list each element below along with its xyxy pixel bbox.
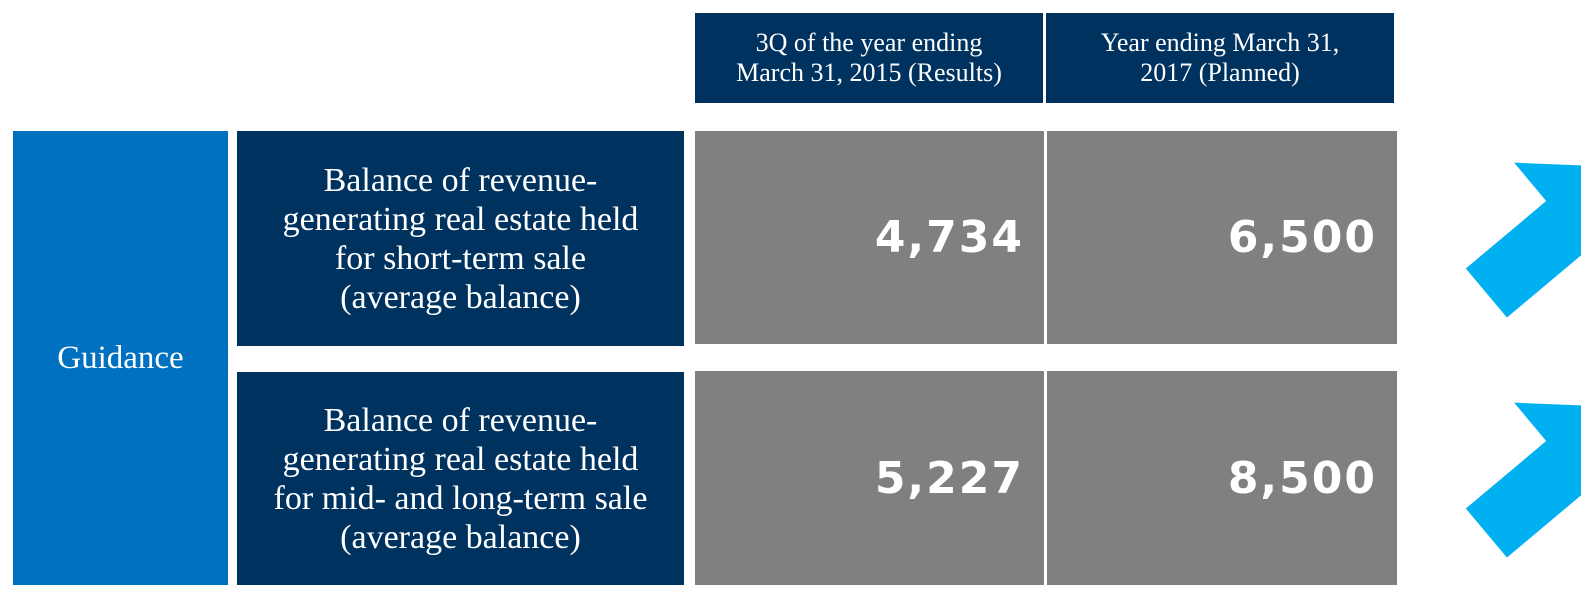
- row-label-line: Balance of revenue-: [323, 161, 598, 199]
- up-arrow: [1465, 402, 1581, 558]
- header-line: Year ending March 31,: [1100, 28, 1340, 57]
- row-label-cell: Balance of revenue-generating real estat…: [237, 372, 684, 585]
- column-header: 3Q of the year ending March 31, 2015 (Res…: [695, 13, 1043, 103]
- value: 6,500: [1227, 212, 1377, 263]
- row-label-line: for short-term sale: [334, 239, 587, 277]
- header-line: 3Q of the year ending: [755, 28, 983, 57]
- column-header: Year ending March 31, 2017 (Planned): [1046, 13, 1394, 103]
- header-line: 2017 (Planned): [1140, 58, 1300, 87]
- value: 4,734: [874, 212, 1024, 263]
- group-label: Guidance: [57, 339, 184, 376]
- value-cell: 8,500: [1047, 371, 1397, 585]
- row-label-line: (average balance): [340, 278, 581, 316]
- value: 8,500: [1227, 452, 1377, 504]
- header-line: March 31, 2015 (Results): [736, 58, 1002, 87]
- value-cell: 6,500: [1047, 131, 1397, 344]
- up-arrow: [1465, 162, 1581, 318]
- value-cell: 5,227: [695, 371, 1044, 585]
- arrow-shape: [1465, 162, 1581, 318]
- row-label-line: for mid- and long-term sale: [273, 479, 648, 517]
- row-label-line: Balance of revenue-: [323, 401, 598, 439]
- row-label-line: generating real estate held: [282, 200, 639, 238]
- group-label-cell: Guidance: [13, 131, 228, 585]
- arrow-shape: [1465, 402, 1581, 558]
- row-label-cell: Balance of revenue-generating real estat…: [237, 131, 684, 346]
- row-label-line: generating real estate held: [282, 440, 639, 478]
- value: 5,227: [874, 452, 1024, 504]
- row-label-line: (average balance): [340, 518, 581, 556]
- value-cell: 4,734: [695, 131, 1044, 344]
